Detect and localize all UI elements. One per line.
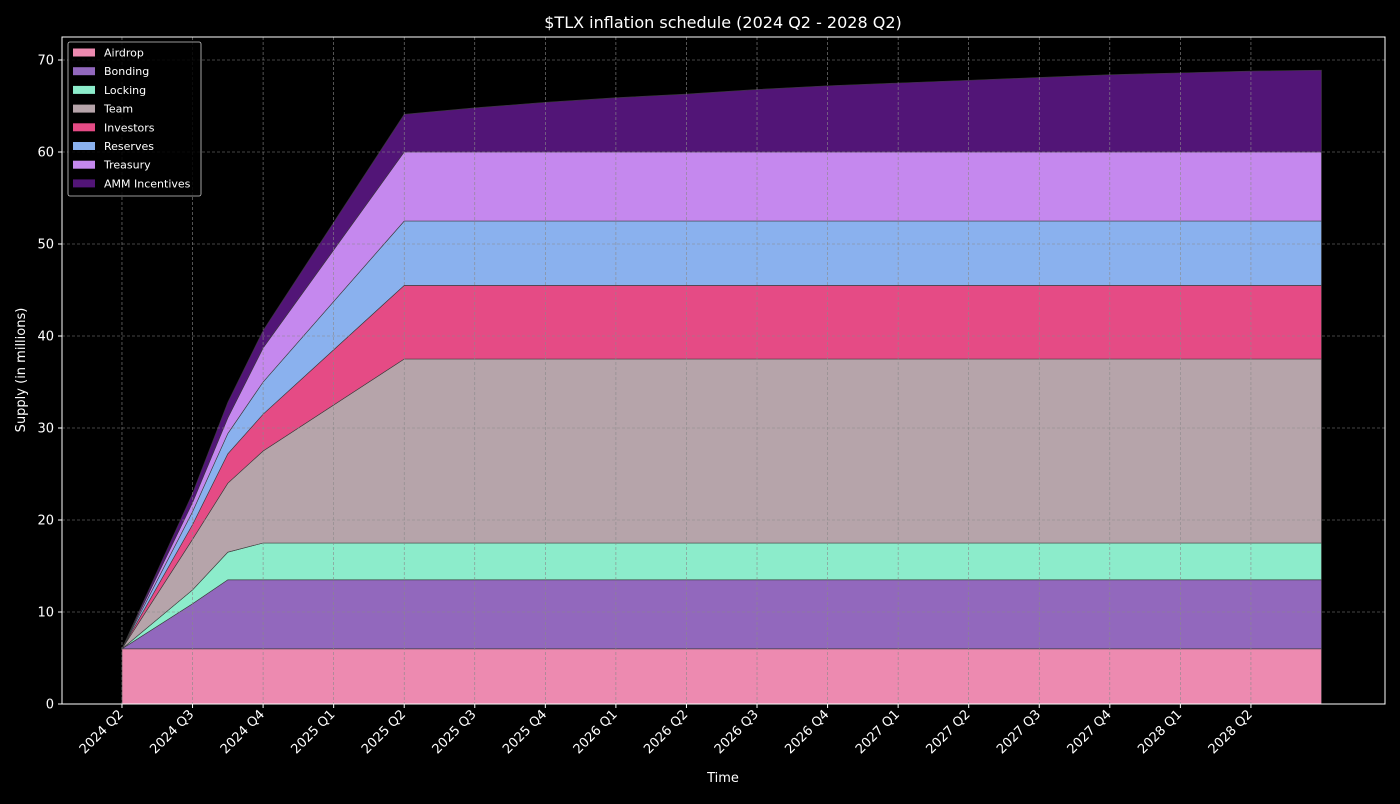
y-tick-label: 0	[46, 698, 54, 713]
area-airdrop	[121, 648, 1322, 705]
y-tick-label: 20	[37, 514, 54, 529]
y-tick-label: 40	[37, 330, 54, 345]
legend-label-team: Team	[103, 103, 133, 116]
x-axis-title: Time	[706, 771, 739, 786]
legend: Airdrop Bonding Locking Team Investors Reserv…	[67, 41, 202, 197]
legend-swatch-bonding	[73, 67, 95, 76]
x-tick-label: 2026 Q3	[712, 707, 762, 757]
x-tick-label: 2028 Q2	[1206, 707, 1256, 757]
y-tick-label: 30	[37, 422, 54, 437]
legend-label-bonding: Bonding	[104, 65, 149, 78]
x-tick-label: 2024 Q2	[77, 707, 127, 757]
legend-box	[67, 41, 202, 197]
areas-layer	[120, 69, 1322, 705]
legend-label-investors: Investors	[104, 121, 155, 134]
x-tick-label: 2025 Q2	[359, 707, 409, 757]
legend-swatch-team	[73, 104, 95, 113]
legend-label-reserves: Reserves	[104, 140, 154, 153]
plot-frame	[61, 36, 1386, 705]
x-tick-label: 2028 Q1	[1135, 707, 1185, 757]
x-tick-label: 2024 Q3	[147, 707, 197, 757]
y-tick-label: 60	[37, 146, 54, 161]
x-tick-label: 2026 Q4	[782, 707, 832, 757]
y-tick-label: 10	[37, 606, 54, 621]
x-tick-label: 2026 Q1	[571, 707, 621, 757]
legend-swatch-amm-incentives	[73, 179, 95, 188]
legend-swatch-airdrop	[73, 48, 95, 57]
legend-swatch-investors	[73, 123, 95, 132]
legend-swatch-treasury	[73, 160, 95, 169]
x-tick-label: 2025 Q4	[500, 707, 550, 757]
legend-label-amm-incentives: AMM Incentives	[104, 177, 191, 190]
x-tick-label: 2027 Q1	[853, 707, 903, 757]
x-tick-label: 2027 Q2	[924, 707, 974, 757]
x-tick-label: 2026 Q2	[641, 707, 691, 757]
chart-title: $TLX inflation schedule (2024 Q2 - 2028 …	[544, 13, 902, 32]
y-axis-title: Supply (in millions)	[14, 308, 29, 433]
legend-label-treasury: Treasury	[103, 159, 151, 172]
y-tick-label: 70	[37, 54, 54, 69]
x-tick-label: 2025 Q1	[288, 707, 338, 757]
legend-swatch-reserves	[73, 142, 95, 150]
legend-label-locking: Locking	[104, 84, 146, 97]
y-tick-label: 50	[37, 238, 54, 253]
area-bonding	[120, 579, 1322, 650]
legend-label-airdrop: Airdrop	[104, 47, 144, 60]
legend-swatch-locking	[73, 85, 95, 94]
x-tick-label: 2027 Q3	[994, 707, 1044, 757]
x-tick-label: 2025 Q3	[430, 707, 480, 757]
x-tick-label: 2024 Q4	[218, 707, 268, 757]
x-tick-label: 2027 Q4	[1065, 707, 1115, 757]
